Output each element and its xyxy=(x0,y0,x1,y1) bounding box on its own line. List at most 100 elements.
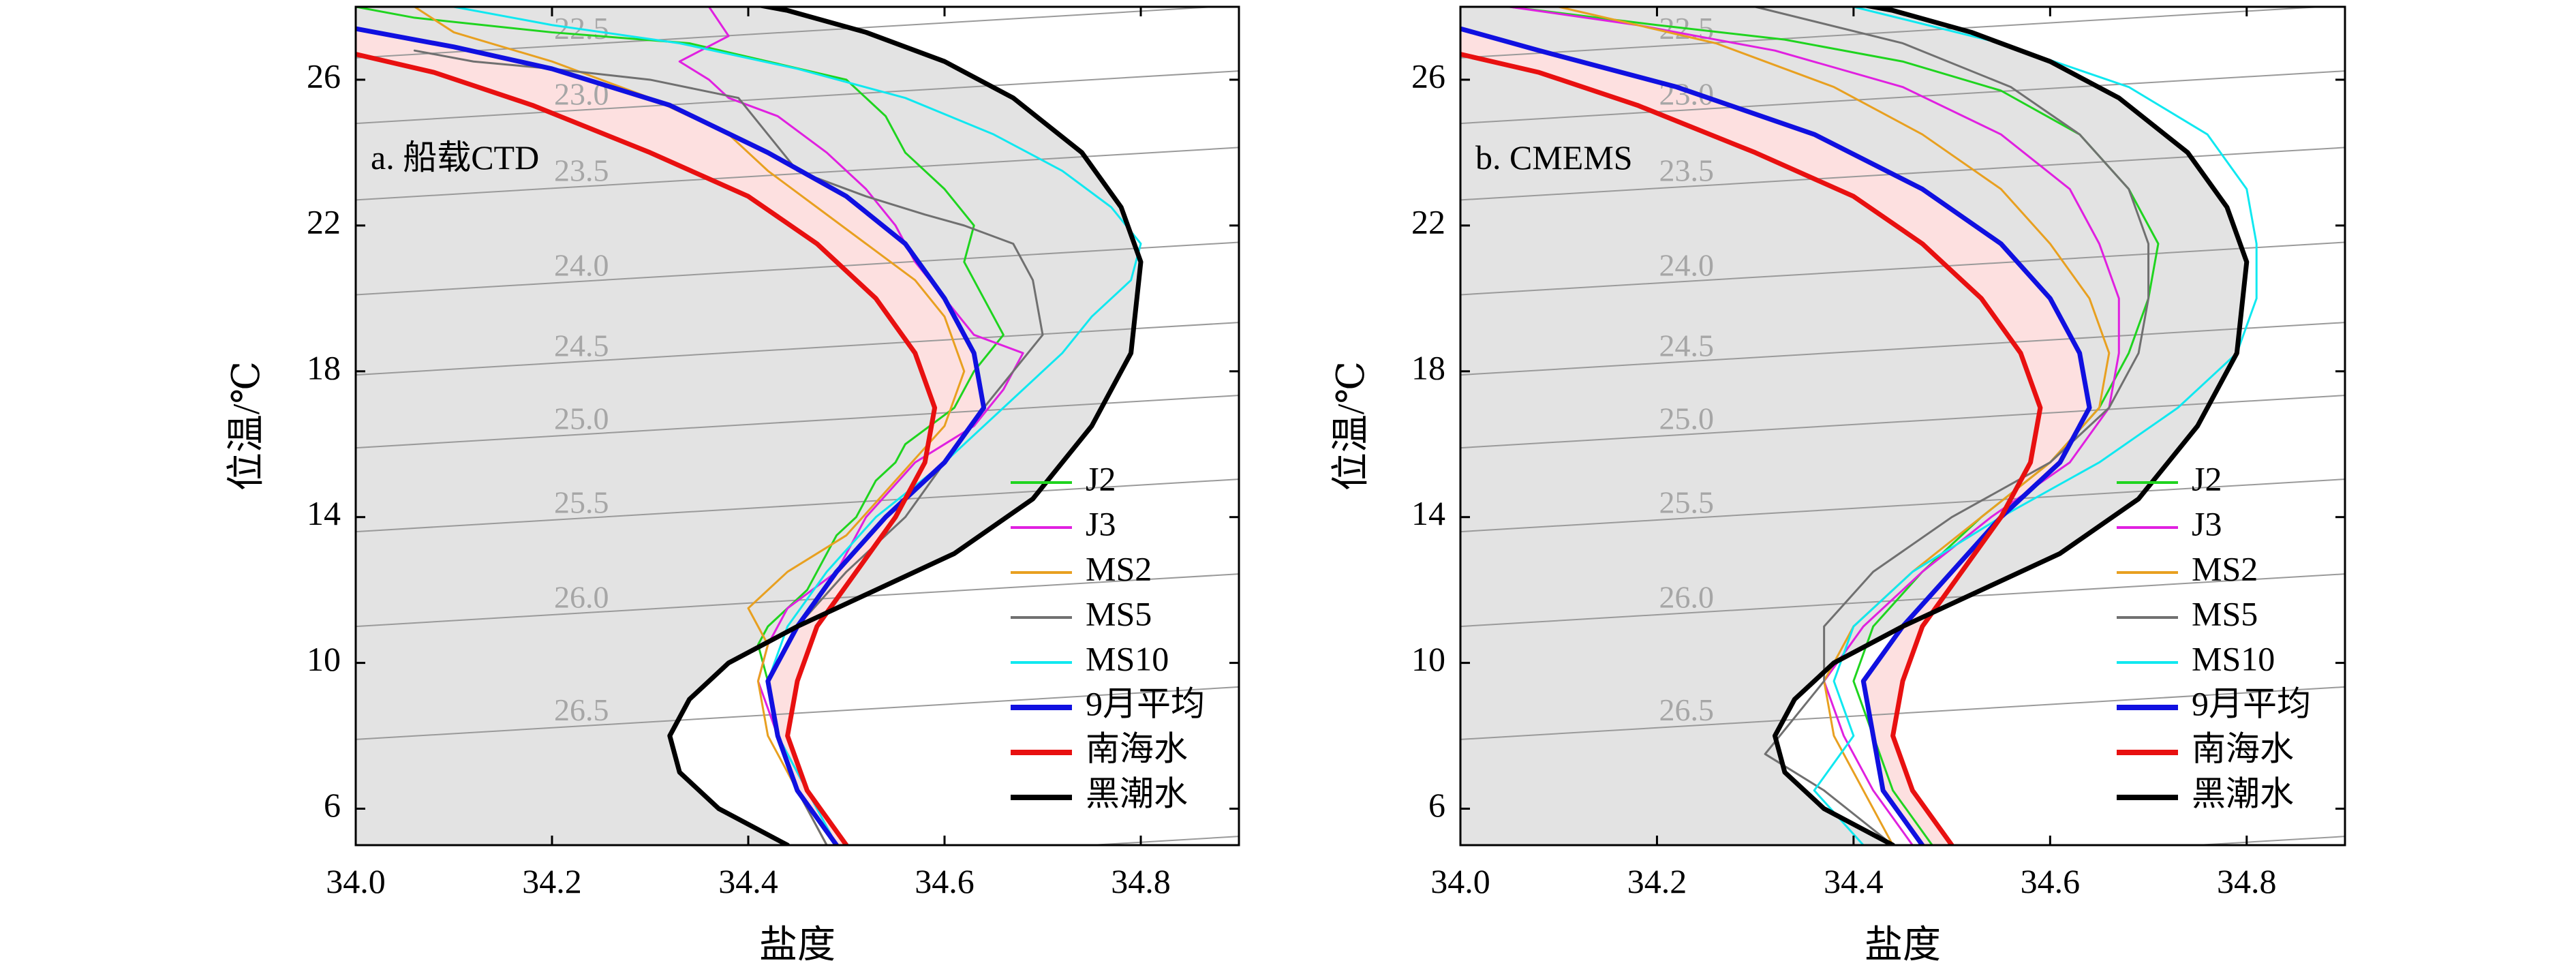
isopycnal-line xyxy=(1460,686,2345,740)
legend-item: J2 xyxy=(1011,459,1116,498)
series-line xyxy=(1773,7,2250,845)
series-line xyxy=(356,52,938,845)
panel-b: 22.022.523.023.524.024.525.025.526.026.5… xyxy=(1330,5,2346,966)
legend-label: J2 xyxy=(2192,459,2222,498)
legend-item: MS5 xyxy=(1011,594,1152,632)
series-line xyxy=(1460,26,2092,845)
scs-band xyxy=(356,29,984,845)
isopycnal-label: 25.0 xyxy=(554,401,609,436)
panel-a: 22.022.523.023.524.024.525.025.526.026.5… xyxy=(226,5,1240,966)
x-tick-label: 34.8 xyxy=(2217,862,2277,900)
isopycnal-label: 24.0 xyxy=(1659,248,1714,283)
legend-item: 9月平均 xyxy=(1011,684,1205,722)
series-line xyxy=(1460,52,2043,845)
legend-label: J3 xyxy=(1086,504,1116,543)
isopycnal-label: 26.5 xyxy=(1659,692,1714,727)
legend-label: MS5 xyxy=(2192,594,2258,632)
y-axis-title: 位温/℃ xyxy=(226,361,268,491)
y-tick-label: 10 xyxy=(1411,640,1445,678)
legend-label: 黑潮水 xyxy=(1086,774,1188,812)
axes-frame xyxy=(354,5,1240,847)
series-line xyxy=(1754,7,2150,845)
y-tick-label: 18 xyxy=(307,348,341,386)
legend-item: MS2 xyxy=(2117,549,2258,588)
axes-frame xyxy=(1459,5,2346,847)
legend-item: 黑潮水 xyxy=(1011,774,1188,812)
legend-label: J2 xyxy=(1086,459,1116,498)
x-tick-label: 34.6 xyxy=(915,862,975,900)
y-tick-label: 14 xyxy=(307,494,341,532)
isopycnal-line xyxy=(1460,478,2345,533)
isopycnal-line xyxy=(1460,573,2345,628)
legend-item: MS2 xyxy=(1011,549,1152,588)
isopycnal-label: 24.5 xyxy=(554,328,609,363)
isopycnal-label: 23.0 xyxy=(1659,76,1714,111)
x-axis-title: 盐度 xyxy=(1865,924,1941,966)
x-tick-label: 34.2 xyxy=(1627,862,1687,900)
series-line xyxy=(1557,7,2111,845)
legend-item: MS5 xyxy=(2117,594,2258,632)
legend-item: 南海水 xyxy=(1011,729,1188,767)
legend-item: J3 xyxy=(2117,504,2222,543)
y-tick-label: 6 xyxy=(1428,786,1445,824)
isopycnal-line xyxy=(1460,70,2345,125)
legend-item: 黑潮水 xyxy=(2117,774,2294,812)
kuroshio-envelope xyxy=(356,7,1141,845)
isopycnal-line xyxy=(356,241,1239,296)
x-tick-label: 34.6 xyxy=(2021,862,2081,900)
isopycnal-line xyxy=(1460,322,2345,376)
legend-item: 9月平均 xyxy=(2117,684,2311,722)
isopycnal-line xyxy=(356,7,1226,59)
x-tick-label: 34.0 xyxy=(326,862,386,900)
isopycnal-label: 25.5 xyxy=(554,485,609,519)
legend-item: MS10 xyxy=(2117,639,2275,677)
isopycnal-line xyxy=(356,70,1239,125)
isopycnal-line xyxy=(356,686,1239,740)
isopycnal-label: 26.0 xyxy=(1659,579,1714,614)
isopycnal-label: 27.0 xyxy=(1659,842,1714,876)
series-line xyxy=(356,26,987,845)
legend-item: MS10 xyxy=(1011,639,1169,677)
y-axis-title: 位温/℃ xyxy=(1330,361,1373,491)
y-tick-label: 14 xyxy=(1411,494,1445,532)
series-line xyxy=(667,7,1144,845)
isopycnal-line xyxy=(356,147,1239,201)
isopycnal-line xyxy=(356,478,1239,533)
isopycnal-line xyxy=(1460,241,2345,296)
y-tick-label: 6 xyxy=(324,786,341,824)
series-line xyxy=(453,7,1142,845)
y-tick-label: 26 xyxy=(307,57,341,95)
y-tick-label: 22 xyxy=(1411,202,1445,241)
legend-item: J2 xyxy=(2117,459,2222,498)
kuroshio-envelope xyxy=(1460,7,2247,845)
isopycnal-label: 25.0 xyxy=(1659,401,1714,436)
y-tick-label: 10 xyxy=(307,640,341,678)
legend-label: 黑潮水 xyxy=(2192,774,2294,812)
legend-label: 9月平均 xyxy=(1086,684,1205,722)
isopycnal-label: 26.5 xyxy=(554,692,609,727)
legend-label: 南海水 xyxy=(1086,729,1188,767)
plot-area: 22.022.523.023.524.024.525.025.526.026.5… xyxy=(356,7,1239,845)
legend-label: 南海水 xyxy=(2192,729,2294,767)
x-tick-label: 34.4 xyxy=(718,862,778,900)
series-line xyxy=(1508,7,2120,845)
isopycnal-line xyxy=(356,395,1239,449)
isopycnal-label: 25.5 xyxy=(1659,485,1714,519)
legend-label: MS5 xyxy=(1086,594,1152,632)
legend-label: 9月平均 xyxy=(2192,684,2311,722)
legend-item: J3 xyxy=(1011,504,1116,543)
panel-label: a. 船载CTD xyxy=(371,138,539,177)
y-tick-label: 26 xyxy=(1411,57,1445,95)
isopycnal-label: 23.5 xyxy=(1659,153,1714,188)
legend-label: MS10 xyxy=(1086,639,1169,677)
series-line xyxy=(1813,7,2258,845)
isopycnal-label: 26.0 xyxy=(554,579,609,614)
x-tick-label: 34.8 xyxy=(1111,862,1171,900)
x-axis-title: 盐度 xyxy=(759,924,835,966)
series-line xyxy=(1508,7,2160,845)
y-tick-label: 18 xyxy=(1411,348,1445,386)
legend-label: MS2 xyxy=(2192,549,2258,588)
panel-label: b. CMEMS xyxy=(1475,138,1633,177)
legend-label: MS10 xyxy=(2192,639,2275,677)
